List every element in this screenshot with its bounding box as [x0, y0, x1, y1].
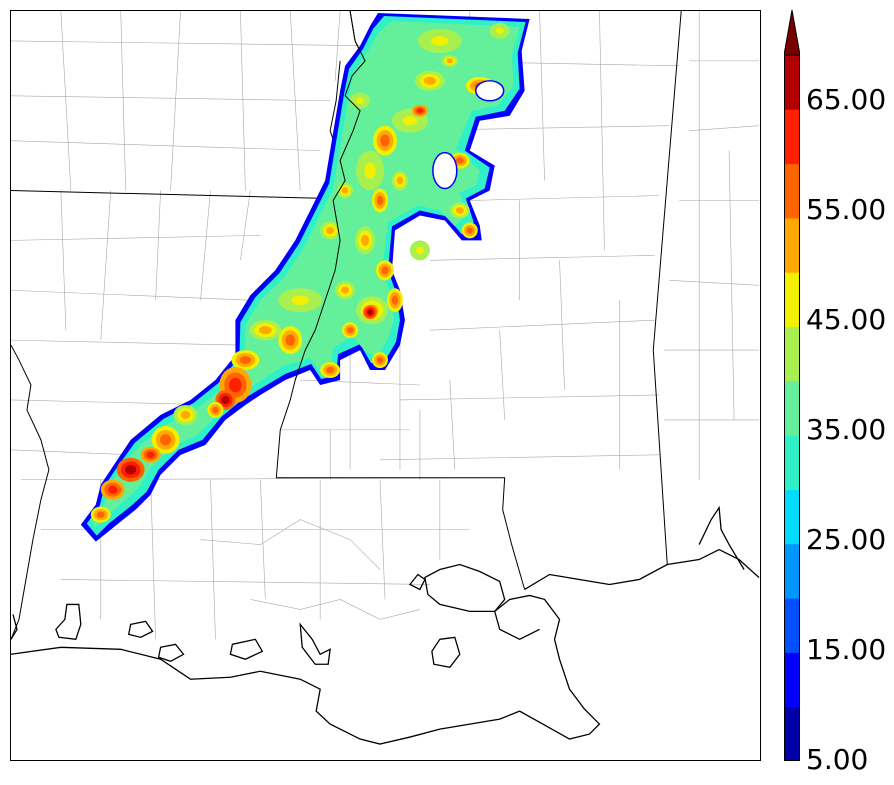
- colorbar-label-15: 15.00: [806, 633, 887, 666]
- river-line: [294, 11, 366, 381]
- colorbar-label-25: 25.00: [806, 523, 887, 556]
- colorbar-segment: [784, 543, 800, 599]
- echo-cell: [291, 295, 310, 306]
- colorbar-label-65: 65.00: [806, 83, 887, 116]
- echo-cell: [466, 227, 473, 234]
- echo-cell: [326, 366, 335, 374]
- colorbar-label-45: 45.00: [806, 303, 887, 336]
- echo-cell: [96, 511, 105, 518]
- echo-gap: [475, 80, 505, 102]
- echo-cell: [356, 97, 365, 104]
- echo-cell: [381, 266, 389, 275]
- colorbar-outline: [784, 54, 800, 761]
- echo-cell: [361, 234, 370, 246]
- echo-cell: [180, 410, 191, 419]
- coastline: [11, 505, 760, 745]
- colorbar-segment: [784, 489, 800, 545]
- echo-cell: [326, 226, 335, 235]
- echo-cell: [341, 187, 349, 194]
- echo-cell: [258, 326, 272, 335]
- echo-cell: [416, 108, 424, 114]
- colorbar-label-5: 5.00: [806, 743, 869, 776]
- echo-cell: [239, 356, 251, 365]
- colorbar-label-35: 35.00: [806, 413, 887, 446]
- echo-cell: [423, 76, 436, 85]
- colorbar-segment: [784, 163, 800, 219]
- echo-cell: [396, 176, 404, 185]
- echo-gap: [432, 151, 458, 190]
- echo-cell: [341, 286, 350, 294]
- echo-cell: [346, 326, 354, 334]
- colorbar-segment: [784, 217, 800, 273]
- echo-cell: [391, 295, 399, 306]
- echo-cell: [125, 464, 137, 475]
- colorbar-extend-arrow: [784, 10, 800, 56]
- echo-cell: [415, 246, 424, 255]
- echo-cell: [146, 451, 155, 459]
- colorbar-segment: [784, 652, 800, 708]
- colorbar-segment: [784, 55, 800, 110]
- colorbar-segment: [784, 109, 800, 165]
- echo-cell: [221, 395, 230, 404]
- echo-cell: [380, 134, 390, 147]
- colorbar-segment: [784, 706, 800, 761]
- echo-cell: [212, 406, 219, 414]
- echo-cell: [455, 207, 464, 214]
- colorbar-segment: [784, 272, 800, 328]
- map-panel: [10, 10, 761, 761]
- echo-cell: [402, 115, 418, 126]
- echo-cell: [446, 58, 454, 64]
- echo-cell: [364, 162, 376, 179]
- colorbar-segment: [784, 435, 800, 490]
- echo-cell: [285, 334, 296, 346]
- colorbar-segment: [784, 380, 800, 436]
- echo-cell: [376, 195, 384, 206]
- echo-cell: [229, 377, 242, 393]
- echo-cell: [376, 356, 384, 364]
- echo-cell: [160, 434, 172, 446]
- echo-moderate: [91, 20, 520, 528]
- echo-cell: [495, 27, 504, 35]
- colorbar-label-55: 55.00: [806, 193, 887, 226]
- echo-cell: [107, 485, 118, 494]
- colorbar: [784, 10, 800, 761]
- county-boundaries: [11, 11, 760, 640]
- reflectivity-field: [80, 11, 530, 542]
- echo-cell: [455, 157, 464, 164]
- echo-cell: [367, 309, 373, 315]
- echo-cell: [431, 36, 449, 46]
- colorbar-segment: [784, 598, 800, 653]
- colorbar-segment: [784, 326, 800, 382]
- reflectivity-map: [11, 11, 760, 745]
